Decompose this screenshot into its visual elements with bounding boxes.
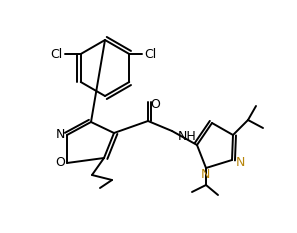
- Text: N: N: [200, 168, 210, 182]
- Text: Cl: Cl: [50, 48, 63, 61]
- Text: NH: NH: [178, 130, 197, 143]
- Text: O: O: [150, 97, 160, 110]
- Text: O: O: [55, 157, 65, 169]
- Text: N: N: [235, 155, 245, 168]
- Text: N: N: [55, 129, 65, 141]
- Text: Cl: Cl: [145, 48, 157, 61]
